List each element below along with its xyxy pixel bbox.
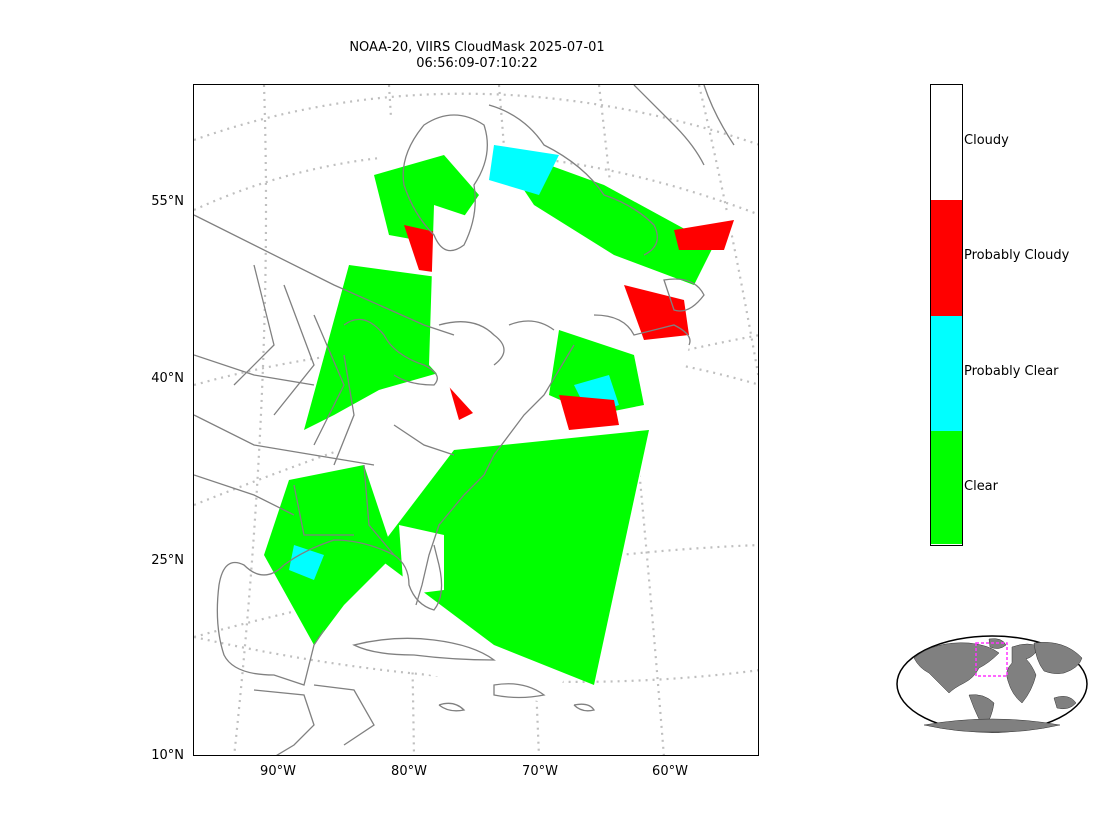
- inset-antarctica: [923, 718, 1061, 733]
- inset-north-america: [913, 642, 1000, 694]
- inset-australia: [1053, 696, 1077, 710]
- title-line-1: NOAA-20, VIIRS CloudMask 2025-07-01: [349, 40, 605, 55]
- lon-label-90w: 90°W: [260, 764, 296, 779]
- legend-swatch-cloudy: [931, 85, 962, 200]
- cuba: [352, 637, 496, 661]
- clear-region-labrador: [494, 145, 714, 285]
- probably-clear-gulf: [289, 545, 324, 580]
- caribbean-islands: [438, 702, 596, 712]
- cloudmask-swath: [264, 115, 739, 705]
- legend-label-probably-clear: Probably Clear: [964, 364, 1059, 379]
- map-title: NOAA-20, VIIRS CloudMask 2025-07-01 06:5…: [277, 40, 677, 72]
- lat-label-55n: 55°N: [151, 194, 184, 209]
- lon-label-80w: 80°W: [391, 764, 427, 779]
- coastlines: [194, 85, 735, 755]
- clear-region-southeast: [374, 430, 649, 685]
- newfoundland: [663, 278, 705, 312]
- clear-region-northeast: [549, 330, 644, 415]
- lon-label-70w: 70°W: [522, 764, 558, 779]
- probably-cloudy-maritimes: [624, 285, 689, 340]
- legend-swatch-clear: [931, 431, 962, 544]
- central-america: [253, 684, 375, 755]
- colorbar-legend: [930, 84, 963, 546]
- meridian-50w: [697, 85, 758, 380]
- east-coast: [415, 314, 691, 606]
- lat-label-40n: 40°N: [151, 371, 184, 386]
- parallel-25: [194, 543, 758, 639]
- lat-label-25n: 25°N: [151, 553, 184, 568]
- map-panel[interactable]: [193, 84, 759, 756]
- inset-continents: [913, 638, 1083, 733]
- florida: [393, 544, 443, 611]
- cloudy-interior: [429, 205, 554, 425]
- gulf-coast: [216, 539, 395, 686]
- lon-label-60w: 60°W: [652, 764, 688, 779]
- inset-world-map: [896, 635, 1088, 733]
- us-canada-border: [194, 214, 455, 336]
- hispaniola: [493, 683, 546, 699]
- map-svg: [194, 85, 758, 755]
- inset-swath-box: [975, 642, 1008, 677]
- lat-label-10n: 10°N: [151, 748, 184, 763]
- legend-label-cloudy: Cloudy: [964, 133, 1009, 148]
- clear-region-gulf: [264, 465, 394, 645]
- legend-swatch-probably-clear: [931, 316, 962, 431]
- legend-label-clear: Clear: [964, 479, 998, 494]
- meridian-90w: [233, 85, 268, 755]
- probably-clear-labrador: [489, 145, 559, 195]
- inset-asia: [1033, 642, 1083, 674]
- title-line-2: 06:56:09-07:10:22: [416, 56, 538, 71]
- state-boundaries: [194, 264, 455, 556]
- greenland-tip: [633, 85, 735, 166]
- parallel-50: [194, 92, 758, 146]
- great-lakes: [343, 318, 555, 386]
- legend-swatch-probably-cloudy: [931, 200, 962, 316]
- probably-cloudy-labrador: [674, 220, 734, 250]
- legend-label-probably-cloudy: Probably Cloudy: [964, 248, 1070, 263]
- hudson-bay: [402, 114, 488, 252]
- labrador-coast: [488, 104, 658, 256]
- probably-cloudy-mid-atlantic: [559, 395, 619, 430]
